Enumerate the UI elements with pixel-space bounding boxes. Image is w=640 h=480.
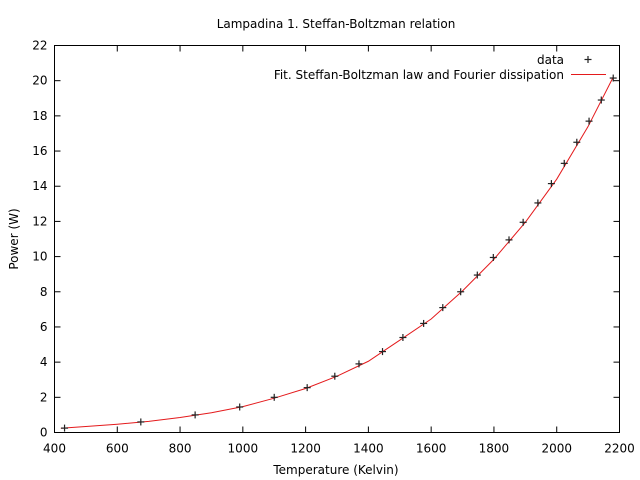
data-point [519, 218, 527, 226]
data-point [534, 199, 542, 207]
data-point [303, 384, 311, 392]
data-point [236, 403, 244, 411]
x-axis-label: Temperature (Kelvin) [272, 463, 398, 477]
y-tick-label: 22 [32, 39, 47, 53]
plot-frame [54, 45, 620, 433]
x-tick-label: 2000 [541, 442, 572, 456]
x-tick-label: 600 [106, 442, 129, 456]
data-point [61, 424, 69, 432]
x-tick-labels: 400 600 800 1000 1200 1400 1600 1800 2000 2200 [43, 442, 635, 456]
axis-ticks [54, 45, 620, 433]
data-point [585, 117, 593, 125]
data-point [573, 138, 581, 146]
data-point [489, 253, 497, 261]
chart-title: Lampadina 1. Steffan-Boltzman relation [217, 17, 456, 31]
data-point [609, 74, 617, 82]
legend-label-fit: Fit. Steffan-Boltzman law and Fourier di… [274, 68, 564, 82]
data-point [547, 180, 555, 188]
data-point [473, 271, 481, 279]
x-tick-label: 1600 [416, 442, 447, 456]
x-tick-label: 1000 [228, 442, 259, 456]
y-tick-label: 20 [32, 74, 47, 88]
y-tick-label: 0 [40, 426, 48, 440]
legend-label-data: data [537, 53, 564, 67]
y-tick-labels: 0 2 4 6 8 10 12 14 16 18 20 22 [32, 39, 47, 440]
y-tick-label: 4 [40, 355, 48, 369]
x-tick-label: 1400 [353, 442, 384, 456]
data-point [331, 372, 339, 380]
plot-area [60, 74, 617, 432]
x-tick-label: 1200 [290, 442, 321, 456]
y-tick-label: 16 [32, 144, 47, 158]
data-point [560, 159, 568, 167]
y-tick-label: 12 [32, 214, 47, 228]
y-tick-label: 8 [40, 285, 48, 299]
data-point [379, 348, 387, 356]
data-point [505, 236, 513, 244]
data-point [355, 360, 363, 368]
x-tick-label: 1800 [479, 442, 510, 456]
y-tick-label: 6 [40, 320, 48, 334]
data-point [457, 288, 465, 296]
data-point [597, 96, 605, 104]
data-point [191, 411, 199, 419]
x-tick-label: 2200 [604, 442, 635, 456]
data-point [137, 418, 145, 426]
y-tick-label: 14 [32, 179, 47, 193]
y-tick-label: 2 [40, 390, 48, 404]
x-tick-label: 400 [43, 442, 66, 456]
legend: data Fit. Steffan-Boltzman law and Fouri… [274, 53, 606, 82]
data-point [420, 319, 428, 327]
y-axis-label: Power (W) [7, 208, 21, 269]
legend-marker-data [584, 56, 592, 63]
y-tick-label: 18 [32, 109, 47, 123]
x-tick-label: 800 [169, 442, 192, 456]
data-point [399, 334, 407, 342]
data-point [270, 393, 278, 401]
data-point [439, 304, 447, 312]
y-tick-label: 10 [32, 250, 47, 264]
